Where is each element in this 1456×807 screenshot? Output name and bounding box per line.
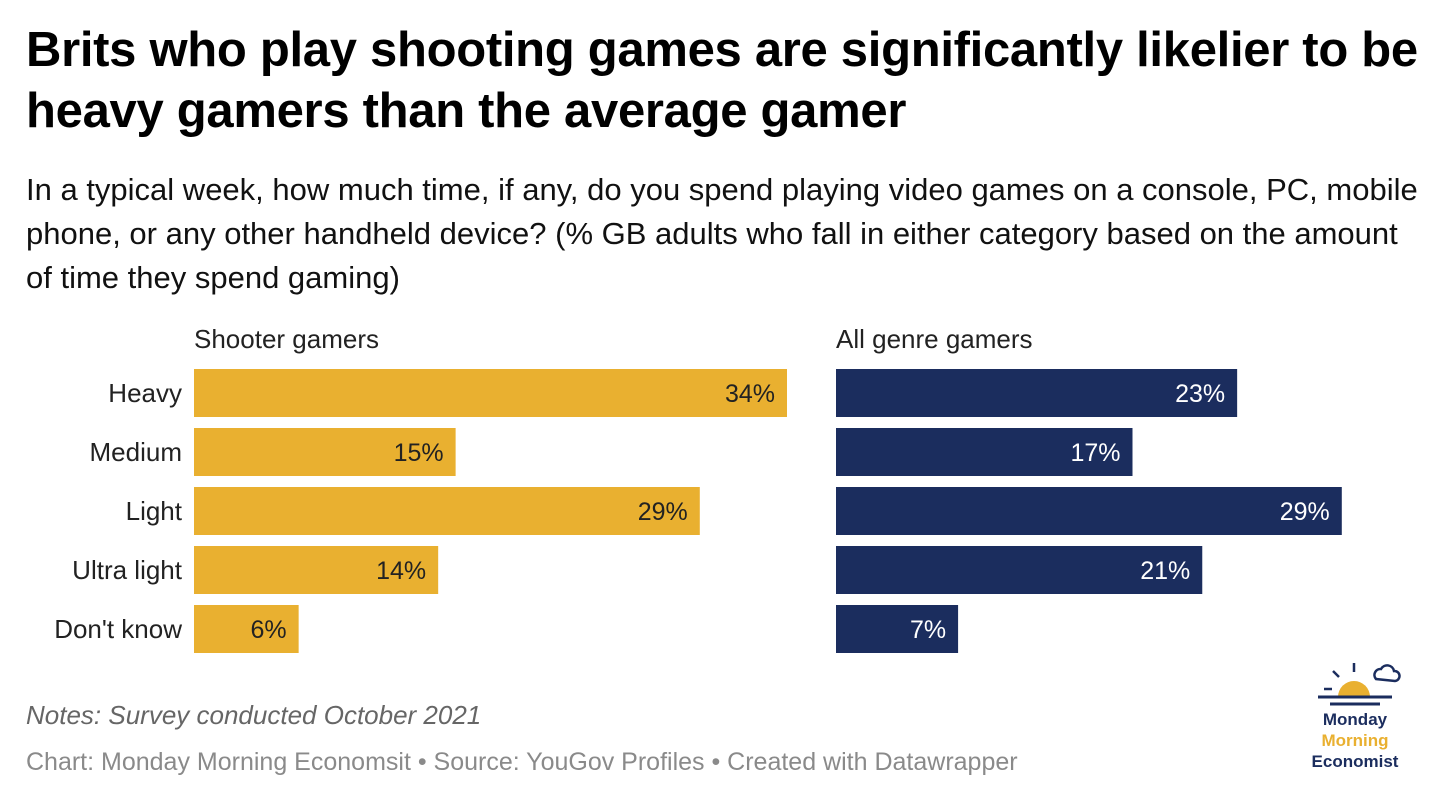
data-label-shooter-gamers-don-t-know: 6% (251, 616, 287, 644)
bar-shooter-gamers-don-t-know (194, 605, 299, 653)
bar-all-genre-gamers-heavy (836, 369, 1238, 417)
chart-notes: Notes: Survey conducted October 2021 (26, 700, 482, 730)
data-label-all-genre-gamers-ultra-light: 21% (1140, 557, 1190, 585)
bar-all-genre-gamers-light (836, 487, 1342, 535)
data-label-all-genre-gamers-light: 29% (1280, 498, 1330, 526)
data-label-shooter-gamers-ultra-light: 14% (376, 557, 426, 585)
bar-shooter-gamers-light (194, 487, 700, 535)
chart-title: Brits who play shooting games are signif… (26, 23, 1418, 138)
series-header-shooter-gamers: Shooter gamers (194, 324, 379, 354)
category-label-don-t-know: Don't know (54, 614, 182, 644)
cloud-shape (1373, 664, 1401, 683)
bar-all-genre-gamers-medium (836, 428, 1133, 476)
data-label-shooter-gamers-light: 29% (638, 498, 688, 526)
bar-shooter-gamers-medium (194, 428, 456, 476)
category-label-light: Light (126, 496, 183, 526)
bar-shooter-gamers-heavy (194, 369, 787, 417)
logo-line-2: Morning (1321, 731, 1389, 750)
category-label-heavy: Heavy (108, 378, 182, 408)
sun-cloud-icon (1318, 663, 1401, 706)
monday-morning-economist-logo: Monday Morning Economist (1300, 655, 1410, 780)
data-label-all-genre-gamers-medium: 17% (1070, 439, 1120, 467)
logo-line-1: Monday (1322, 710, 1388, 729)
sun-ray (1332, 670, 1340, 678)
chart-footer: Chart: Monday Morning Economsit • Source… (26, 748, 1018, 776)
category-label-ultra-light: Ultra light (72, 555, 183, 585)
data-label-all-genre-gamers-heavy: 23% (1175, 380, 1225, 408)
bar-all-genre-gamers-don-t-know (836, 605, 959, 653)
sun-shape (1338, 681, 1370, 697)
data-label-shooter-gamers-heavy: 34% (725, 380, 775, 408)
chart-subtitle: In a typical week, how much time, if any… (26, 172, 1418, 295)
category-label-medium: Medium (90, 437, 182, 467)
bar-chart: Heavy Medium Light Ultra light Don't know Sho… (54, 324, 1342, 653)
logo-line-3: Economist (1311, 752, 1399, 771)
bar-shooter-gamers-ultra-light (194, 546, 439, 594)
data-label-shooter-gamers-medium: 15% (394, 439, 444, 467)
data-label-all-genre-gamers-don-t-know: 7% (910, 616, 946, 644)
series-header-all-genre-gamers: All genre gamers (836, 324, 1033, 354)
bar-all-genre-gamers-ultra-light (836, 546, 1203, 594)
